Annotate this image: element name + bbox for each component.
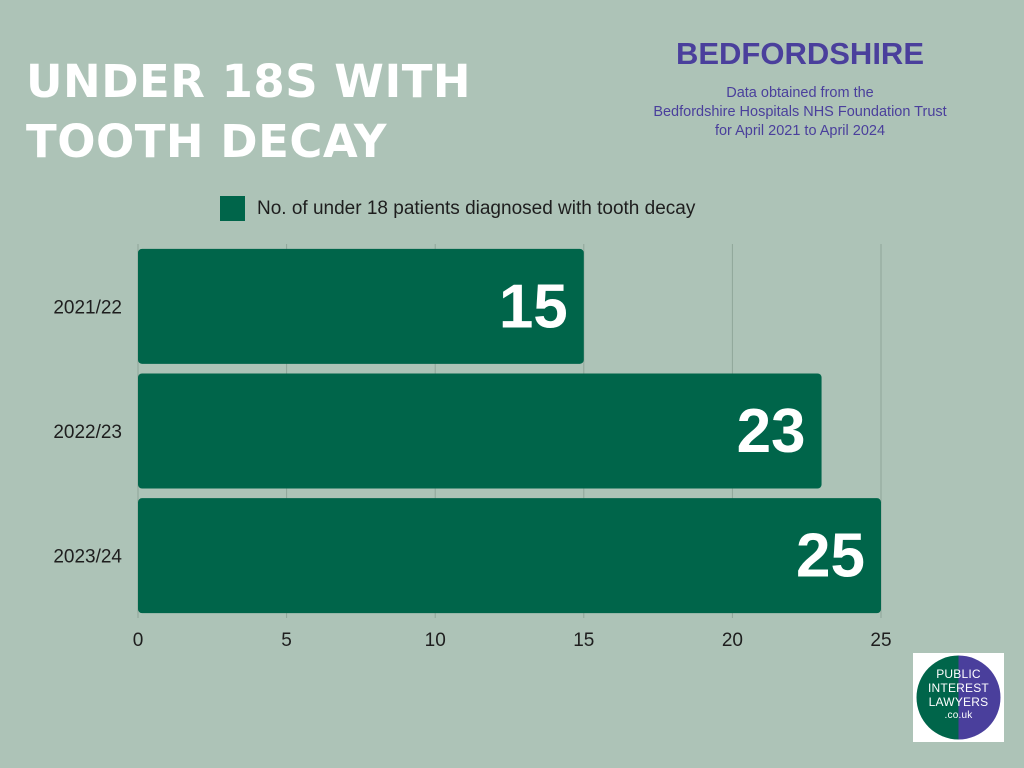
logo-text: PUBLIC INTEREST LAWYERS .co.uk xyxy=(913,667,1004,722)
x-tick-label-5: 25 xyxy=(870,630,891,651)
logo-line-2: INTEREST xyxy=(928,681,989,695)
bar-value-label-2: 25 xyxy=(796,522,865,591)
chart-legend: No. of under 18 patients diagnosed with … xyxy=(220,196,695,221)
x-tick-label-1: 5 xyxy=(281,630,292,651)
x-tick-label-3: 15 xyxy=(573,630,594,651)
bar-value-label-1: 23 xyxy=(737,397,806,466)
legend-label: No. of under 18 patients diagnosed with … xyxy=(257,197,696,219)
bar-0 xyxy=(138,248,584,364)
title-line-1: UNDER 18S WITH xyxy=(26,55,472,108)
legend-swatch xyxy=(220,196,245,221)
logo-circle-icon xyxy=(916,655,1001,740)
y-tick-label-1: 2022/23 xyxy=(53,422,122,443)
bar-2 xyxy=(138,498,881,614)
title-line-2: TOOTH DECAY xyxy=(26,115,387,168)
logo-line-1: PUBLIC xyxy=(936,667,981,681)
bar-1 xyxy=(138,373,822,489)
y-tick-label-2: 2023/24 xyxy=(53,547,122,568)
x-tick-label-0: 0 xyxy=(133,630,144,651)
bar-value-label-0: 15 xyxy=(499,272,568,341)
source-line-3: for April 2021 to April 2024 xyxy=(714,123,886,139)
y-tick-label-0: 2021/22 xyxy=(53,297,122,318)
region-heading: BEDFORDSHIRE xyxy=(675,36,924,71)
logo-line-3: LAWYERS xyxy=(928,695,989,709)
x-tick-label-4: 20 xyxy=(722,630,743,651)
data-source-note: Data obtained from the Bedfordshire Hosp… xyxy=(600,84,1000,141)
page-title: UNDER 18S WITH TOOTH DECAY xyxy=(26,52,471,172)
source-line-1: Data obtained from the xyxy=(726,85,874,101)
logo-line-4: .co.uk xyxy=(944,710,973,721)
x-tick-label-2: 10 xyxy=(425,630,446,651)
public-interest-lawyers-logo: PUBLIC INTEREST LAWYERS .co.uk xyxy=(913,653,1004,742)
source-line-2: Bedfordshire Hospitals NHS Foundation Tr… xyxy=(653,104,947,120)
